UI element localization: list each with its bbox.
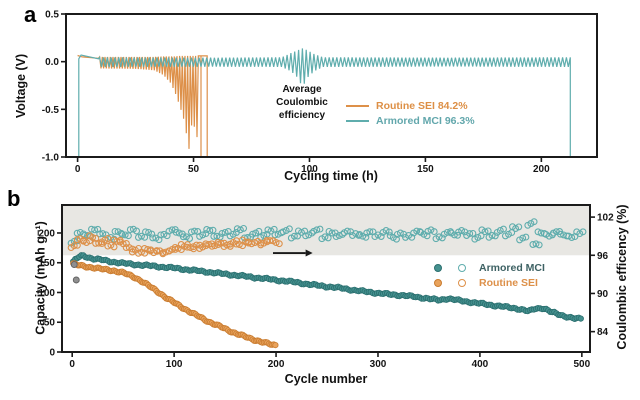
armored-mci-filled-marker — [434, 264, 442, 272]
tick-label: 200 — [533, 164, 550, 175]
legend-label-armored-mci: Armored MCI 96.3% — [376, 115, 475, 127]
armored-mci-open-marker — [458, 264, 466, 272]
tick-label: 102 — [597, 213, 614, 224]
tick-label: 500 — [574, 359, 591, 370]
tick-label: 50 — [188, 164, 200, 175]
panel-a-letter: a — [24, 2, 37, 27]
tick-label: 200 — [38, 228, 55, 239]
legend-label-armored-mci-b: Armored MCI — [479, 262, 545, 274]
tick-label: 90 — [597, 289, 609, 300]
tick-label: 0 — [49, 348, 55, 359]
panel-a-x-axis-title: Cycling time (h) — [284, 169, 378, 183]
tick-label: 0.0 — [45, 57, 59, 68]
tick-label: 150 — [38, 258, 55, 269]
panel-b-x-axis-title: Cycle number — [284, 372, 368, 386]
panel-b-letter: b — [7, 186, 21, 211]
tick-label: 96 — [597, 251, 609, 262]
tick-label: -1.0 — [42, 153, 60, 164]
panel-a-y-axis-title: Voltage (V) — [14, 53, 28, 119]
panel-a-legend: Routine SEI 84.2% Armored MCI 96.3% — [346, 100, 475, 127]
panel-a-chart: 0 50 100 150 200 0.5 0.0 -0.5 -1.0 — [42, 10, 598, 175]
tick-label: 84 — [597, 327, 609, 338]
annotation-line-3: efficiency — [278, 110, 326, 121]
tick-label: 100 — [166, 359, 183, 370]
legend-item-armored-mci: Armored MCI 96.3% — [346, 115, 475, 127]
tick-label: 0 — [69, 359, 75, 370]
annotation-line-1: Average — [282, 84, 322, 95]
tick-label: 100 — [301, 164, 318, 175]
panel-b-legend: Armored MCI Routine SEI — [434, 262, 545, 289]
legend-label-routine-sei-b: Routine SEI — [479, 277, 538, 289]
tick-label: 400 — [472, 359, 489, 370]
routine-sei-line-swatch — [346, 105, 369, 107]
average-ce-annotation: Average Coulombic efficiency — [257, 83, 347, 122]
tick-label: -0.5 — [42, 105, 60, 116]
legend-item-routine-sei-b: Routine SEI — [434, 277, 545, 289]
tick-label: 0 — [75, 164, 81, 175]
tick-label: 150 — [417, 164, 434, 175]
tick-label: 200 — [268, 359, 285, 370]
tick-label: 300 — [370, 359, 387, 370]
panel-b-right-axis-title: Coulombic efficency (%) — [615, 204, 629, 350]
panel-b-chart: 0 100 200 300 400 500 0 50 100 150 200 102 96 90 84 — [38, 204, 614, 370]
tick-label: 50 — [44, 318, 56, 329]
legend-item-routine-sei: Routine SEI 84.2% — [346, 100, 475, 112]
routine-sei-open-marker — [458, 279, 466, 287]
panel-b-left-axis-title: Capacity (mAh g⁻¹) — [33, 221, 48, 335]
tick-label: 0.5 — [45, 10, 59, 21]
legend-item-armored-mci-b: Armored MCI — [434, 262, 545, 274]
armored-mci-line-swatch — [346, 120, 369, 122]
annotation-line-2: Coulombic — [276, 97, 328, 108]
tick-label: 100 — [38, 288, 55, 299]
routine-sei-filled-marker — [434, 279, 442, 287]
legend-label-routine-sei: Routine SEI 84.2% — [376, 100, 468, 112]
